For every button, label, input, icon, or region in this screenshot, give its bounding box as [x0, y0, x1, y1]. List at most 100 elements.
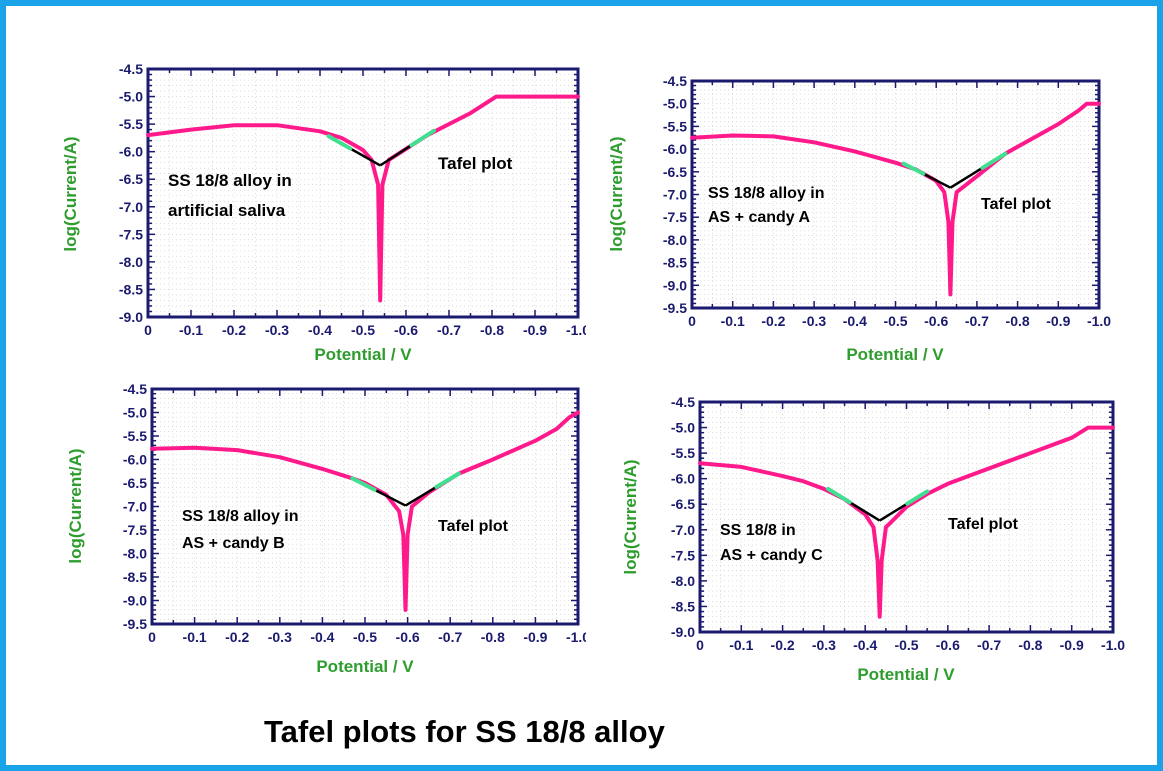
- sample-label: SS 18/8 alloy in: [708, 185, 825, 202]
- x-tick-label: -0.7: [965, 313, 989, 329]
- y-tick-label: -7.0: [119, 199, 143, 215]
- x-tick-label: -0.9: [1046, 313, 1070, 329]
- y-tick-label: -7.0: [123, 499, 147, 515]
- sample-label: AS + candy C: [720, 547, 823, 564]
- y-tick-label: -6.5: [663, 164, 687, 180]
- x-tick-label: -0.7: [438, 629, 462, 645]
- cathodic-tafel-segment: [826, 486, 852, 505]
- x-tick-label: -0.4: [853, 637, 877, 653]
- tick-marks: [699, 401, 1114, 633]
- x-tick-label: 0: [148, 629, 156, 645]
- x-tick-label: -0.3: [802, 313, 826, 329]
- x-tick-label: -0.8: [480, 322, 504, 338]
- anodic-tafel-segment: [434, 471, 461, 490]
- y-tick-label: -8.5: [663, 255, 687, 271]
- x-tick-label: -0.8: [481, 629, 505, 645]
- x-tick-label: -1.0: [1087, 313, 1111, 329]
- y-tick-label: -7.5: [671, 547, 695, 563]
- y-axis-label: log(Current/A): [607, 136, 626, 251]
- x-tick-label: -1.0: [566, 322, 586, 338]
- y-tick-label: -5.5: [663, 118, 687, 134]
- x-tick-label: -1.0: [1101, 637, 1125, 653]
- y-tick-label: -9.5: [663, 300, 687, 316]
- sample-label: SS 18/8 alloy in: [182, 508, 299, 525]
- x-tick-label: -0.3: [265, 322, 289, 338]
- x-tick-label: -0.7: [977, 637, 1001, 653]
- y-axis-label: log(Current/A): [66, 448, 85, 563]
- sample-label: SS 18/8 in: [720, 522, 796, 539]
- y-axis-label: log(Current/A): [61, 136, 80, 251]
- y-tick-label: -5.5: [119, 116, 143, 132]
- x-tick-label: -0.2: [761, 313, 785, 329]
- x-tick-label: -0.1: [721, 313, 745, 329]
- y-tick-label: -9.0: [671, 624, 695, 640]
- x-tick-label: -0.2: [225, 629, 249, 645]
- x-tick-label: -0.7: [437, 322, 461, 338]
- y-tick-label: -7.0: [671, 522, 695, 538]
- plot-type-label: Tafel plot: [948, 516, 1019, 533]
- x-tick-label: -1.0: [566, 629, 586, 645]
- y-tick-label: -5.0: [663, 96, 687, 112]
- polarization-curve: [146, 94, 580, 303]
- x-tick-label: -0.4: [310, 629, 334, 645]
- tick-marks: [691, 80, 1100, 309]
- anodic-tafel-segment: [905, 489, 930, 506]
- x-tick-label: 0: [688, 313, 696, 329]
- chart-tafel-candy-c: 0 -0.1 -0.2 -0.3 -0.4 -0.5 -0.6 -0.7 -0.8 -0.9 -1.…: [621, 394, 1125, 684]
- x-tick-label: -0.4: [308, 322, 332, 338]
- y-tick-label: -8.5: [119, 281, 143, 297]
- x-tick-label: -0.3: [812, 637, 836, 653]
- y-tick-label: -7.5: [119, 226, 143, 242]
- x-axis-label: Potential / V: [316, 657, 414, 676]
- grid: [699, 401, 1114, 633]
- sample-label: artificial saliva: [168, 201, 286, 220]
- y-tick-label: -8.0: [119, 254, 143, 270]
- x-tick-label: -0.5: [353, 629, 377, 645]
- plot-type-label: Tafel plot: [981, 196, 1052, 213]
- y-tick-label: -5.5: [671, 445, 695, 461]
- polarization-curve: [690, 101, 1101, 297]
- x-tick-label: -0.3: [268, 629, 292, 645]
- y-tick-label: -7.5: [123, 522, 147, 538]
- y-tick-label: -6.0: [123, 452, 147, 468]
- cathodic-tafel-segment: [326, 134, 353, 151]
- y-tick-label: -9.0: [119, 309, 143, 325]
- sample-label: AS + candy A: [708, 209, 811, 226]
- sample-label: SS 18/8 alloy in: [168, 171, 292, 190]
- plot-type-label: Tafel plot: [438, 518, 509, 535]
- x-axis-label: Potential / V: [857, 665, 955, 684]
- cathodic-tafel-segment: [901, 161, 926, 176]
- chart-tafel-as: 0 -0.1 -0.2 -0.3 -0.4 -0.5 -0.6 -0.7 -0.8 -0.9 -1.…: [61, 61, 586, 364]
- x-tick-label: -0.2: [222, 322, 246, 338]
- y-tick-label: -6.0: [119, 144, 143, 160]
- x-tick-label: -0.8: [1006, 313, 1030, 329]
- x-tick-label: -0.2: [771, 637, 795, 653]
- cathodic-tafel-segment: [350, 476, 377, 492]
- y-tick-label: -8.5: [123, 569, 147, 585]
- x-tick-label: 0: [696, 637, 704, 653]
- y-tick-label: -4.5: [663, 73, 687, 89]
- x-axis-label: Potential / V: [314, 345, 412, 364]
- y-tick-label: -6.0: [663, 141, 687, 157]
- x-tick-label: -0.6: [394, 322, 418, 338]
- chart-tafel-candy-a: 0 -0.1 -0.2 -0.3 -0.4 -0.5 -0.6 -0.7 -0.8 -0.9 -1.…: [607, 73, 1111, 364]
- y-tick-label: -9.0: [663, 277, 687, 293]
- x-tick-label: -0.6: [936, 637, 960, 653]
- x-tick-label: -0.5: [883, 313, 907, 329]
- chart-tafel-candy-b: 0 -0.1 -0.2 -0.3 -0.4 -0.5 -0.6 -0.7 -0.8 -0.9 -1.…: [66, 381, 586, 676]
- y-tick-label: -4.5: [119, 61, 143, 77]
- sample-label: AS + candy B: [182, 535, 285, 552]
- plot-frame: [698, 400, 1115, 634]
- x-tick-label: -0.9: [523, 322, 547, 338]
- x-tick-label: -0.4: [843, 313, 867, 329]
- y-tick-label: -6.5: [671, 496, 695, 512]
- y-tick-label: -8.5: [671, 598, 695, 614]
- x-tick-label: -0.5: [351, 322, 375, 338]
- x-tick-label: -0.1: [729, 637, 753, 653]
- y-tick-label: -5.0: [671, 420, 695, 436]
- y-tick-label: -4.5: [123, 381, 147, 397]
- y-tick-label: -8.0: [671, 573, 695, 589]
- x-axis-label: Potential / V: [846, 345, 944, 364]
- y-tick-label: -6.0: [671, 471, 695, 487]
